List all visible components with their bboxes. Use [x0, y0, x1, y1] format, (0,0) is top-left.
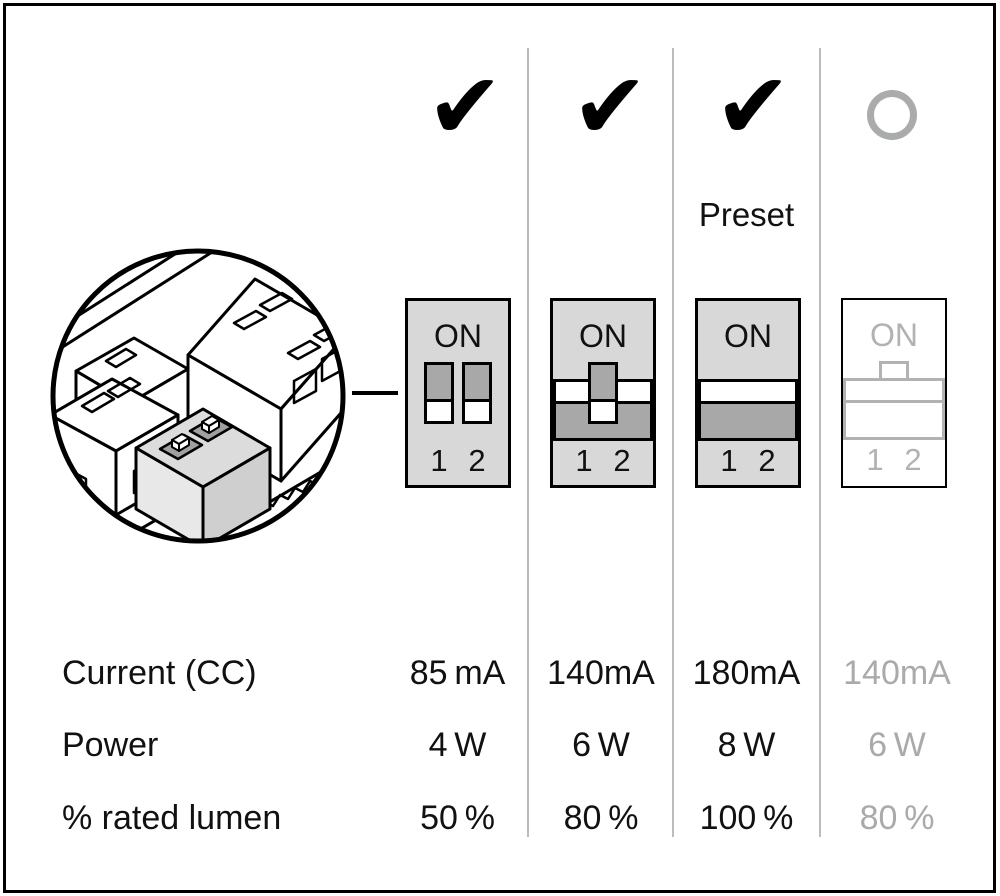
dip-number-2: 2: [758, 443, 776, 478]
dip-switch-2: [462, 362, 492, 424]
dip-switch-2: [698, 379, 798, 441]
dip-block-setting-3-preset: ON 1 2: [695, 298, 801, 488]
table-row-lumen: % rated lumen 50 % 80 % 100 % 80 %: [0, 795, 1000, 841]
lumen-value-col4: 80 %: [859, 799, 935, 837]
dip-block-setting-1: ON 1 2: [405, 298, 511, 488]
current-value-col4: 140mA: [843, 654, 951, 692]
row-label-lumen: % rated lumen: [62, 799, 282, 837]
dip-on-label: ON: [579, 318, 627, 354]
current-value-col2: 140mA: [547, 654, 655, 692]
circle-icon: [867, 90, 917, 140]
device-illustration: [50, 248, 346, 544]
dip-module-actuators: [171, 415, 220, 452]
row-label-power: Power: [62, 726, 159, 764]
power-value-col1: 4 W: [428, 726, 487, 764]
dip-switch-2: [843, 378, 945, 440]
lumen-value-col3: 100 %: [699, 799, 794, 837]
magnifier-circle: [50, 248, 346, 544]
table-row-current: Current (CC) 85 mA 140mA 180mA 140mA: [0, 650, 1000, 696]
column-divider: [527, 48, 529, 837]
current-value-col3: 180mA: [692, 654, 801, 692]
check-icon: ✔: [571, 56, 649, 158]
terminal-block-right: [186, 277, 341, 483]
dip-number-2: 2: [468, 443, 486, 478]
dip-on-label: ON: [724, 318, 772, 354]
dip-switch-knob: [427, 399, 451, 421]
dip-number-2: 2: [904, 442, 922, 477]
dip-switch-knob: [846, 381, 942, 403]
check-icon: ✔: [714, 56, 792, 158]
dip-number-2: 2: [613, 443, 631, 478]
dip-on-label: ON: [870, 317, 918, 353]
lumen-value-col1: 50 %: [420, 799, 495, 837]
outer-frame: [3, 3, 996, 893]
dip-switch-knob: [701, 382, 795, 404]
row-label-current: Current (CC): [62, 654, 257, 692]
dip-number-1: 1: [866, 442, 884, 477]
dip-switch-knob: [591, 399, 615, 421]
dip-number-1: 1: [720, 443, 738, 478]
dip-switch-knob: [465, 399, 489, 421]
dip-switch-2: [588, 362, 618, 424]
table-row-power: Power 4 W 6 W 8 W 6 W: [0, 722, 1000, 768]
current-value-col1: 85 mA: [409, 654, 506, 692]
dip-block-setting-4-unused: ON 1 2: [841, 298, 947, 488]
dip-module: [134, 407, 272, 539]
check-icon: ✔: [426, 56, 504, 158]
power-value-col2: 6 W: [572, 726, 630, 764]
column-divider: [819, 48, 821, 837]
lumen-value-col2: 80 %: [563, 799, 639, 837]
connector-line: [352, 391, 398, 395]
dip-switch-1: [424, 362, 454, 424]
dip-block-setting-2: ON 1 2: [550, 298, 656, 488]
preset-label: Preset: [698, 196, 795, 233]
power-value-col4: 6 W: [868, 726, 926, 764]
dip-on-label: ON: [434, 318, 482, 354]
dip-number-1: 1: [575, 443, 593, 478]
power-value-col3: 8 W: [717, 726, 776, 764]
dip-number-1: 1: [430, 443, 448, 478]
column-divider: [672, 48, 674, 837]
